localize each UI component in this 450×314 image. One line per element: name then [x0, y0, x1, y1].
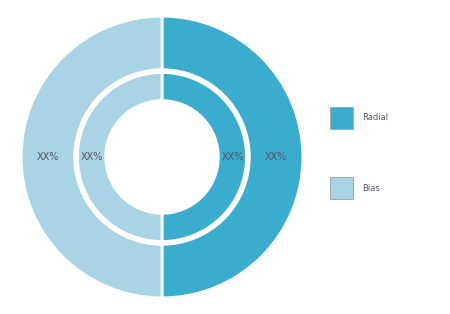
FancyBboxPatch shape: [330, 177, 353, 199]
Wedge shape: [21, 16, 162, 298]
Text: XX%: XX%: [37, 152, 59, 162]
Text: Bias: Bias: [362, 184, 379, 193]
Wedge shape: [162, 16, 303, 298]
Wedge shape: [77, 73, 162, 241]
FancyBboxPatch shape: [330, 107, 353, 129]
Text: XX%: XX%: [81, 152, 103, 162]
Text: XX%: XX%: [221, 152, 243, 162]
Text: XX%: XX%: [265, 152, 287, 162]
Text: Radial: Radial: [362, 113, 388, 122]
Wedge shape: [162, 73, 247, 241]
